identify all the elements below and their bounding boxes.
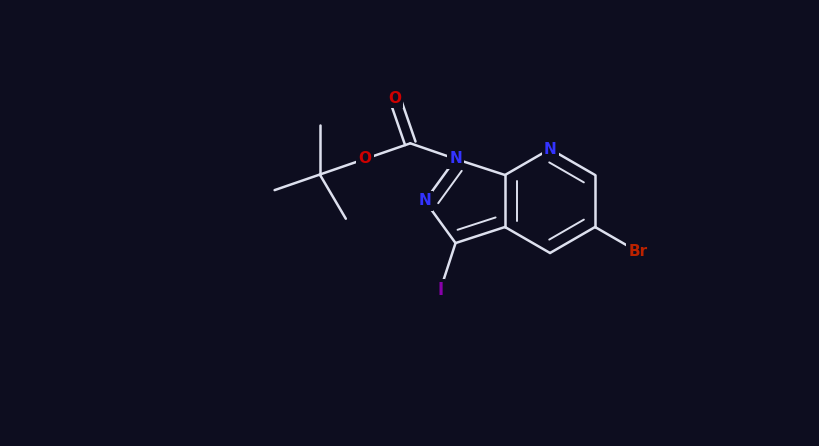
Text: O: O (359, 152, 372, 166)
Text: N: N (544, 141, 556, 157)
Text: I: I (437, 281, 443, 299)
Text: N: N (419, 194, 432, 208)
Text: Br: Br (628, 244, 647, 259)
Text: O: O (388, 91, 401, 106)
Text: N: N (449, 152, 462, 166)
